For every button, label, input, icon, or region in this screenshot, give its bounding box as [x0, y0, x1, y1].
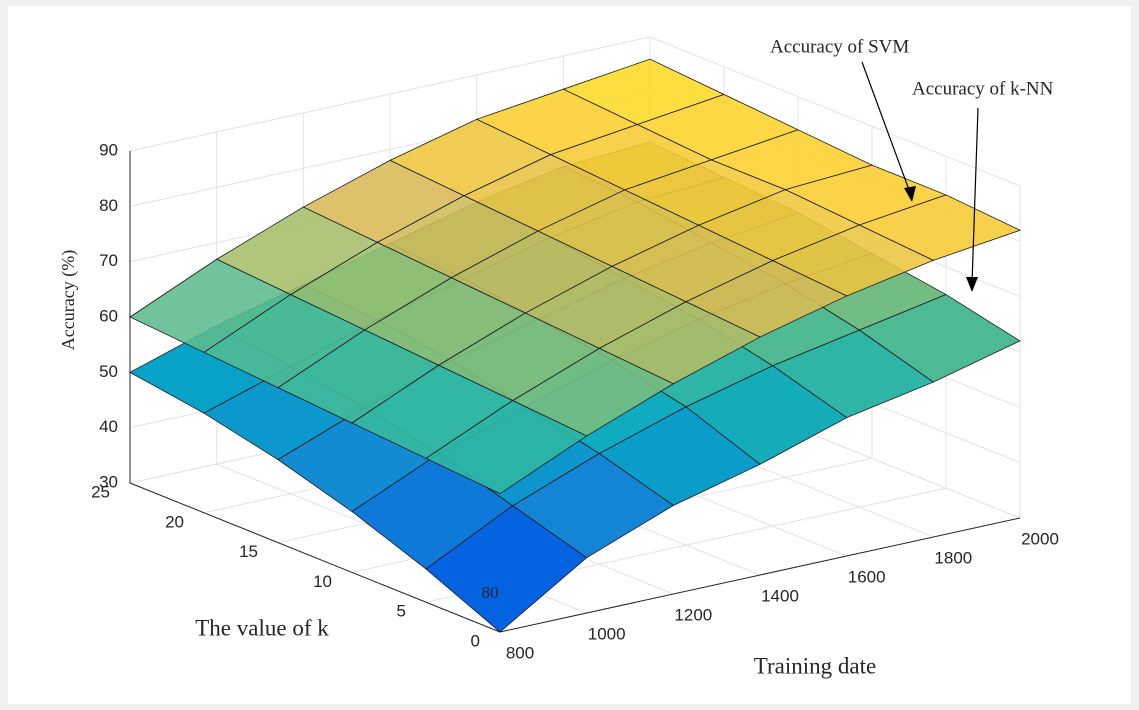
- y-tick-label: 0: [471, 631, 480, 650]
- x-tick-label: 2000: [1021, 529, 1059, 548]
- y-tick-label: 20: [165, 512, 184, 531]
- z-tick-label: 90: [99, 140, 118, 159]
- z-tick-label: 80: [99, 196, 118, 215]
- annotation: Accuracy of k-NN: [912, 78, 1054, 99]
- x-tick-label: 1800: [934, 548, 972, 567]
- arrow-head: [966, 277, 978, 292]
- axis-line: [129, 482, 501, 633]
- x-axis-label: Training date: [754, 653, 876, 678]
- grid-line: [649, 36, 1021, 187]
- y-tick-label: 5: [397, 602, 406, 621]
- annotation: 80: [482, 583, 499, 602]
- x-tick-label: 1200: [674, 605, 712, 624]
- y-tick-label: 25: [91, 482, 110, 501]
- axis-line: [499, 517, 1021, 633]
- z-tick-label: 70: [99, 251, 118, 270]
- z-tick-label: 30: [99, 472, 118, 491]
- z-tick-label: 40: [99, 417, 118, 436]
- x-tick-label: 800: [506, 643, 534, 662]
- arrow-head: [904, 186, 916, 202]
- annotation: Accuracy of SVM: [770, 36, 909, 57]
- y-tick-label: 15: [239, 542, 258, 561]
- z-axis-label: Accuracy (%): [58, 250, 79, 350]
- y-tick-label: 10: [313, 572, 332, 591]
- x-tick-label: 1400: [761, 586, 799, 605]
- surfaces: [129, 58, 1022, 633]
- x-tick-label: 1000: [588, 624, 626, 643]
- grid-line: [129, 36, 651, 152]
- z-tick-label: 60: [99, 306, 118, 325]
- surface-patch: [425, 400, 588, 495]
- arrow: [861, 61, 913, 199]
- labels: 30 40 50 60 70 80 90 0 5 10 15 20 25 800 1000 1200 1400 1…: [58, 36, 1059, 678]
- surface-patch: [425, 505, 588, 633]
- z-tick-label: 50: [99, 362, 118, 381]
- x-tick-label: 1600: [848, 567, 886, 586]
- y-axis-label: The value of k: [195, 615, 329, 640]
- arrow: [971, 107, 979, 285]
